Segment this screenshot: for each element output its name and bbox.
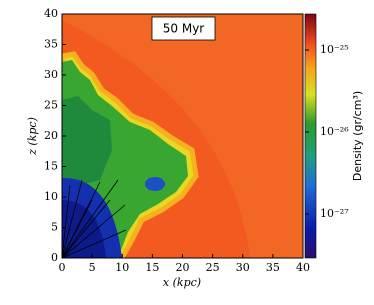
annotation-box — [151, 16, 216, 41]
velocity-arrows — [62, 179, 127, 258]
colorbar-tick-label: 10⁻²⁶ — [320, 125, 349, 138]
x-tick-label: 20 — [176, 261, 190, 274]
y-tick-label: 40 — [44, 7, 58, 20]
x-axis-label: x (kpc) — [163, 276, 201, 289]
x-tick-label: 15 — [145, 261, 159, 274]
colorbar — [304, 13, 317, 259]
x-tick-label: 40 — [296, 261, 310, 274]
y-tick-label: 35 — [44, 38, 58, 51]
y-tick-label: 10 — [44, 190, 58, 203]
x-tick-label: 0 — [59, 261, 66, 274]
y-tick-label: 25 — [44, 99, 58, 112]
y-tick-label: 5 — [51, 221, 58, 234]
density-map — [62, 14, 303, 258]
x-tick-label: 5 — [89, 261, 96, 274]
annotation: 50 Myr — [163, 22, 205, 36]
y-tick-label: 20 — [44, 129, 58, 142]
colorbar-tick-label: 10⁻²⁷ — [320, 207, 349, 220]
colorbar-tick-label: 10⁻²⁵ — [320, 43, 349, 56]
x-tick-label: 35 — [266, 261, 280, 274]
colorbar-label: Density (gr/cm³) — [351, 91, 364, 181]
y-tick-label: 0 — [51, 251, 58, 264]
y-tick-label: 30 — [44, 68, 58, 81]
x-tick-label: 10 — [115, 261, 129, 274]
y-tick-label: 15 — [44, 160, 58, 173]
x-tick-label: 30 — [236, 261, 250, 274]
y-axis-label: z (kpc) — [26, 117, 39, 156]
x-tick-label: 25 — [206, 261, 220, 274]
